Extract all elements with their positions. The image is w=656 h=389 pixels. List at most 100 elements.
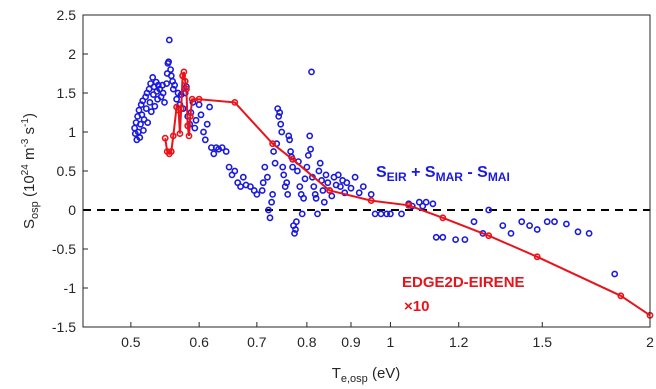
data-point (292, 226, 299, 233)
data-point (167, 66, 174, 73)
data-point (192, 116, 200, 124)
data-point (278, 128, 286, 136)
data-point (225, 163, 233, 171)
data-point (289, 163, 296, 171)
y-tick-label: 2 (68, 46, 76, 62)
y-tick-label: -1 (64, 280, 77, 296)
data-point (383, 210, 391, 218)
data-point (139, 126, 147, 134)
data-point (355, 189, 363, 197)
data-point (326, 187, 333, 194)
data-point (181, 77, 189, 85)
data-point (301, 175, 309, 183)
plot-area (83, 15, 650, 327)
data-point (142, 105, 150, 112)
data-point (419, 202, 427, 210)
x-tick-labels: 0.5 0.6 0.7 0.8 0.9 1 1.2 1.5 2 (121, 334, 654, 350)
data-point (146, 99, 154, 106)
data-point (284, 190, 292, 198)
data-point (533, 253, 541, 261)
data-point (543, 218, 551, 226)
data-point (306, 132, 314, 140)
data-point (165, 58, 172, 66)
data-point (398, 210, 405, 218)
data-point (415, 198, 423, 206)
data-point (386, 210, 394, 218)
data-point (246, 183, 254, 190)
data-point (147, 108, 155, 116)
data-point (315, 167, 323, 175)
data-point (312, 194, 320, 202)
data-point (359, 183, 367, 190)
red-series-multiplier: ×10 (404, 298, 429, 315)
data-point (136, 134, 144, 141)
data-point (191, 124, 199, 132)
data-point (268, 198, 275, 206)
data-point (289, 155, 296, 163)
data-point (206, 103, 213, 111)
data-point (307, 145, 314, 153)
data-point (574, 228, 582, 236)
data-point (518, 218, 526, 226)
data-point (452, 236, 459, 243)
data-point (182, 85, 190, 93)
data-point (303, 163, 311, 171)
data-point (167, 148, 175, 155)
y-axis-title: Sosp (1024 m-3 s-1) (20, 113, 41, 229)
data-point (319, 187, 327, 194)
data-point (585, 229, 593, 237)
data-point (159, 89, 167, 97)
data-point (239, 173, 247, 181)
y-tick-label: -1.5 (52, 319, 76, 335)
data-point (611, 270, 619, 278)
data-point (499, 222, 507, 229)
data-point (286, 136, 293, 144)
y-tick-label: 1 (68, 124, 76, 140)
data-point (186, 113, 194, 120)
data-point (311, 190, 319, 198)
data-point (310, 183, 318, 190)
data-point (280, 171, 288, 179)
data-point (470, 218, 478, 226)
data-point (405, 201, 413, 209)
data-point (617, 292, 625, 300)
data-point (197, 111, 205, 119)
series-line-1 (164, 71, 651, 317)
data-point (304, 151, 312, 159)
data-point (347, 184, 355, 192)
data-point (258, 187, 266, 194)
data-point (343, 179, 351, 187)
data-point (551, 218, 558, 226)
data-point (269, 190, 276, 198)
data-point (351, 173, 359, 181)
data-point (279, 163, 287, 171)
data-point (367, 197, 375, 204)
data-point (179, 72, 186, 80)
data-point (439, 233, 447, 241)
data-point (314, 210, 321, 218)
x-tick-label: 1.5 (533, 334, 553, 350)
data-point (485, 206, 493, 214)
data-point (215, 145, 222, 153)
data-point (161, 99, 168, 106)
data-point (507, 229, 515, 237)
y-tick-labels: 2.5 2 1.5 1 0.5 0 -0.5 -1 -1.5 (52, 7, 76, 335)
data-point (367, 190, 375, 198)
data-point (169, 132, 177, 140)
data-point (269, 140, 276, 148)
data-point (184, 122, 192, 130)
data-point (135, 106, 143, 114)
data-point (322, 171, 330, 179)
data-point (277, 120, 285, 128)
y-tick-label: -0.5 (52, 241, 76, 257)
x-tick-label: 0.5 (121, 334, 141, 350)
data-point (163, 80, 170, 87)
data-point (176, 130, 184, 137)
data-point (533, 226, 541, 233)
data-point (439, 214, 447, 222)
data-point (195, 95, 203, 103)
data-point (296, 183, 304, 190)
data-point (292, 218, 300, 226)
x-tick-label: 1 (387, 334, 395, 350)
